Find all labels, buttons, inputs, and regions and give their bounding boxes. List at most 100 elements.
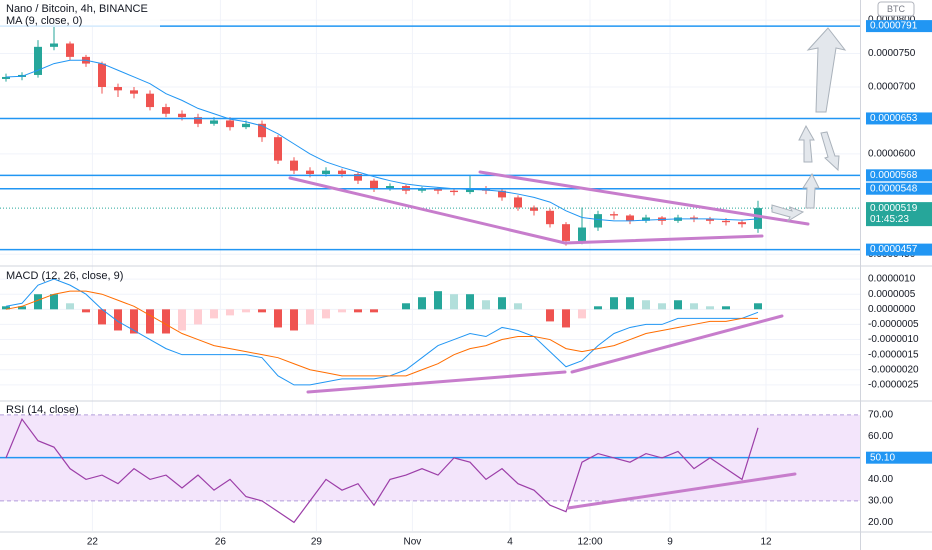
- candle-body: [146, 93, 154, 108]
- histogram-bar: [50, 294, 58, 310]
- histogram-bar: [82, 309, 90, 313]
- y-tick-label: 30.00: [868, 496, 893, 507]
- candle-body: [530, 207, 538, 211]
- histogram-bar: [34, 294, 42, 310]
- candle-body: [2, 76, 10, 79]
- candle-body: [194, 117, 202, 124]
- candle-body: [290, 160, 298, 171]
- trendline: [288, 176, 567, 245]
- candle-body: [754, 208, 762, 229]
- histogram-bar: [2, 306, 10, 310]
- y-tick-label: 0.0000005: [868, 289, 916, 300]
- y-tick-label: 0.0000600: [868, 149, 916, 160]
- trendline: [570, 314, 784, 374]
- histogram-bar: [418, 297, 426, 310]
- macd-line: [5, 290, 758, 377]
- candle-body: [242, 123, 250, 128]
- candle-body: [322, 170, 330, 174]
- level-label-bg: [866, 451, 932, 464]
- candle-body: [162, 107, 170, 114]
- candle-body: [626, 215, 634, 221]
- histogram-bar: [674, 300, 682, 310]
- histogram-bar: [210, 309, 218, 319]
- histogram-bar: [434, 291, 442, 310]
- chart-title: Nano / Bitcoin, 4h, BINANCE: [6, 3, 148, 15]
- candle-body: [50, 43, 58, 47]
- y-tick-label: 0.0000700: [868, 82, 916, 93]
- last-price-label: 0.0000519: [870, 203, 918, 214]
- arrow: [771, 204, 805, 223]
- macd-line: [5, 278, 759, 386]
- histogram-bar: [290, 309, 298, 331]
- level-label: 0.0000457: [870, 244, 918, 255]
- histogram-bar: [66, 303, 74, 310]
- candle-body: [434, 188, 442, 191]
- candle-body: [466, 188, 474, 193]
- level-label: 0.0000653: [870, 113, 918, 124]
- histogram-bar: [130, 309, 138, 334]
- y-tick-label: 0.0000000: [868, 304, 916, 315]
- trendline: [478, 170, 810, 226]
- candle-body: [690, 217, 698, 219]
- candle-body: [274, 137, 282, 161]
- candle-body: [34, 46, 42, 75]
- level-label: 0.0000548: [870, 183, 918, 194]
- y-tick-label: -0.0000005: [868, 319, 919, 330]
- candle-body: [338, 170, 346, 174]
- histogram-bar: [514, 303, 522, 310]
- histogram-bar: [594, 306, 602, 310]
- countdown-label: 01:45:23: [870, 214, 909, 225]
- trendline: [563, 234, 764, 245]
- candle-body: [130, 90, 138, 94]
- histogram-bar: [706, 306, 714, 310]
- histogram-bar: [338, 309, 346, 313]
- trendline: [306, 370, 567, 394]
- candle-body: [418, 188, 426, 191]
- histogram-bar: [194, 309, 202, 325]
- candle-body: [514, 197, 522, 208]
- trendlines: [288, 170, 810, 510]
- trendline: [566, 472, 797, 510]
- currency-label: BTC: [887, 4, 906, 14]
- candle-body: [578, 227, 586, 241]
- histogram-bar: [578, 309, 586, 319]
- candle-body: [722, 220, 730, 223]
- candle-body: [98, 63, 106, 87]
- ma-line: [5, 59, 759, 222]
- legend-bg: [0, 1, 160, 27]
- level-label-bg: [866, 169, 932, 182]
- histogram-bar: [626, 297, 634, 310]
- histogram-bar: [722, 306, 730, 310]
- y-tick-label: -0.0000025: [868, 380, 919, 391]
- y-tick-label: 20.00: [868, 517, 893, 528]
- level-label: 0.0000791: [870, 21, 918, 32]
- candle-body: [66, 43, 74, 57]
- candle-body: [610, 214, 618, 216]
- projection-arrows: [771, 27, 847, 223]
- histogram-bar: [466, 294, 474, 310]
- candle-body: [306, 170, 314, 174]
- candle-body: [706, 218, 714, 221]
- macd-title: MACD (12, 26, close, 9): [6, 270, 123, 282]
- rsi-title: RSI (14, close): [6, 404, 79, 416]
- histogram-bar: [354, 309, 362, 313]
- candle-body: [226, 120, 234, 128]
- level-label-bg: [866, 243, 932, 256]
- y-tick-label: -0.0000010: [868, 334, 919, 345]
- candle-body: [594, 214, 602, 228]
- histogram-bar: [450, 294, 458, 310]
- candle-body: [370, 180, 378, 189]
- y-tick-label: 40.00: [868, 474, 893, 485]
- level-label: 50.10: [870, 452, 895, 463]
- currency-button[interactable]: [877, 1, 915, 17]
- arrow: [802, 172, 820, 209]
- arrow: [806, 27, 847, 113]
- histogram-bar: [98, 309, 106, 325]
- x-tick-label: 22: [87, 537, 99, 548]
- level-label-bg: [866, 20, 932, 33]
- arrow: [798, 124, 815, 163]
- rsi-line: [5, 417, 759, 524]
- level-label-bg: [866, 182, 932, 195]
- histogram-bar: [402, 303, 410, 310]
